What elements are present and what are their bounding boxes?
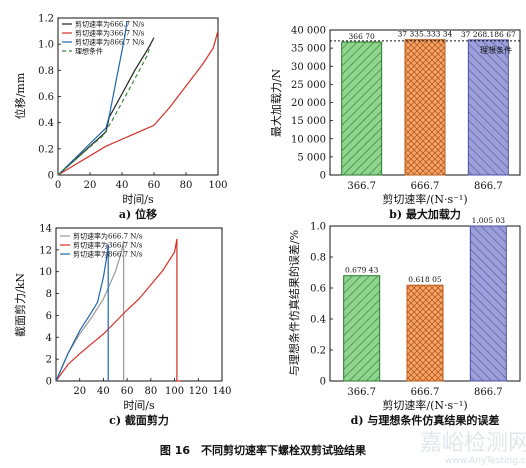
legend-label: 剪切速率为666.7 N/s xyxy=(73,232,143,241)
y-axis-label: 最大加载力/N xyxy=(269,68,283,137)
legend-label: 剪切速率为866.7 N/s xyxy=(75,38,145,47)
reference-label: 理想条件 xyxy=(480,45,512,55)
x-tick-label: 100 xyxy=(165,386,184,397)
y-tick-label: 0.4 xyxy=(38,118,54,129)
series-line xyxy=(57,37,155,176)
panel-subtitle: d) 与理想条件仿真结果的误差 xyxy=(351,413,500,427)
legend-label: 剪切速率为366.7 N/s xyxy=(75,29,145,38)
y-tick-label: 10 000 xyxy=(291,134,326,145)
y-tick-label: 12 xyxy=(39,245,52,256)
y-tick-label: 2 xyxy=(46,355,52,366)
y-tick-label: 0.2 xyxy=(38,144,54,155)
y-tick-label: 25 000 xyxy=(291,80,326,91)
series-line xyxy=(55,238,181,382)
y-axis-label: 与理想条件仿真结果的误差/% xyxy=(287,230,301,376)
x-tick-label: 40 xyxy=(116,180,129,191)
series-line xyxy=(55,244,109,382)
x-tick-label: 80 xyxy=(180,180,193,191)
x-tick-label: 40 xyxy=(97,386,110,397)
y-tick-label: 35 000 xyxy=(291,44,326,55)
x-tick-label: 140 xyxy=(212,386,231,397)
legend-label: 剪切速率为866.7 N/s xyxy=(73,250,143,259)
series-line xyxy=(57,30,219,176)
y-tick-label: 0.8 xyxy=(310,253,326,264)
data-label: 0.618 05 xyxy=(408,275,442,284)
watermark-url: www.AnyTesting.com xyxy=(445,456,526,466)
panel-subtitle: b) 最大加载力 xyxy=(389,207,461,221)
y-tick-label: 4 xyxy=(46,333,52,344)
data-label: 0.679 43 xyxy=(345,266,379,275)
y-tick-label: 0 xyxy=(46,377,52,388)
panel-subtitle: c) 截面剪力 xyxy=(109,413,169,427)
y-tick-label: 20 000 xyxy=(291,98,326,109)
x-tick-label: 666.7 xyxy=(411,181,440,192)
figure-caption: 图 16 不同剪切速率下螺栓双剪试验结果 xyxy=(160,443,366,457)
x-tick-label: 60 xyxy=(148,180,161,191)
x-tick-label: 366.7 xyxy=(347,181,376,192)
y-tick-label: 8 xyxy=(46,289,52,300)
data-label: 366 70 xyxy=(349,32,375,41)
y-tick-label: 0 xyxy=(320,377,326,388)
x-axis-label: 时间/s xyxy=(123,399,155,412)
data-label: 37 335.333 34 xyxy=(398,30,453,39)
legend-label: 理想条件 xyxy=(75,47,103,56)
x-tick-label: 60 xyxy=(121,386,134,397)
panel-a-displacement: 0 0.2 0.4 0.6 0.8 1.0 1.2 0 20 40 60 80 100 剪切速率为666… xyxy=(13,14,228,222)
y-tick-label: 0.4 xyxy=(310,315,326,326)
x-axis-label: 时间/s xyxy=(122,193,154,206)
panel-b-max-load: 0 5 000 10 000 15 000 20 000 25 000 30 000 35 0… xyxy=(269,26,521,221)
y-tick-label: 1.2 xyxy=(38,14,54,25)
y-tick-label: 0.6 xyxy=(38,92,54,103)
y-tick-label: 15 000 xyxy=(291,116,326,127)
y-tick-label: 10 xyxy=(39,267,52,278)
bar xyxy=(404,39,446,176)
bar xyxy=(467,39,509,176)
y-axis-label: 位移/mm xyxy=(13,72,27,119)
y-tick-label: 0 xyxy=(48,171,54,182)
panel-c-section-shear: 0 2 4 6 8 10 12 14 20 40 60 80 100 120 140 剪切速率为666.7 … xyxy=(13,224,232,428)
bar xyxy=(469,225,507,382)
y-axis-label: 截面剪力/kN xyxy=(13,273,27,337)
x-tick-label: 866.7 xyxy=(474,181,503,192)
plot-frame xyxy=(55,227,223,382)
watermark-logo: 嘉峪检测网 xyxy=(420,431,526,456)
x-tick-label: 20 xyxy=(73,386,86,397)
y-tick-label: 1.0 xyxy=(38,40,54,51)
y-tick-label: 0.2 xyxy=(310,346,326,357)
x-tick-label: 20 xyxy=(84,180,97,191)
series-line xyxy=(57,44,152,176)
y-tick-label: 14 xyxy=(39,224,52,235)
x-tick-label: 866.7 xyxy=(474,387,503,398)
data-label: 37 268.186 67 xyxy=(461,30,516,39)
x-tick-label: 100 xyxy=(208,180,227,191)
x-tick-label: 666.7 xyxy=(411,387,440,398)
y-tick-label: 6 xyxy=(46,311,52,322)
x-tick-label: 80 xyxy=(144,386,157,397)
x-tick-label: 0 xyxy=(55,180,61,191)
legend-label: 剪切速率为666.7 N/s xyxy=(75,20,145,29)
bar xyxy=(343,275,381,382)
bar xyxy=(406,284,444,382)
x-tick-label: 366.7 xyxy=(347,387,376,398)
x-axis-label: 剪切速率/(N·s⁻¹) xyxy=(382,192,467,206)
panel-subtitle: a) 位移 xyxy=(119,207,157,221)
y-tick-label: 1.0 xyxy=(310,222,326,233)
legend-label: 剪切速率为366.7 N/s xyxy=(73,241,143,250)
y-tick-label: 0 xyxy=(320,171,326,182)
y-tick-label: 5 000 xyxy=(297,152,326,163)
y-tick-label: 40 000 xyxy=(291,26,326,37)
x-axis-label: 剪切速率/(N·s⁻¹) xyxy=(382,398,467,412)
data-label: 1.005 03 xyxy=(472,216,506,225)
panel-d-error: 0 0.2 0.4 0.6 0.8 1.0 366.7 666.7 866.7 0.679 43… xyxy=(287,216,521,427)
x-tick-label: 120 xyxy=(189,386,208,397)
y-tick-label: 0.8 xyxy=(38,66,54,77)
series-line xyxy=(55,240,125,382)
y-tick-label: 0.6 xyxy=(310,284,326,295)
y-tick-label: 30 000 xyxy=(291,62,326,73)
bar xyxy=(341,41,383,176)
series-line xyxy=(57,21,128,176)
